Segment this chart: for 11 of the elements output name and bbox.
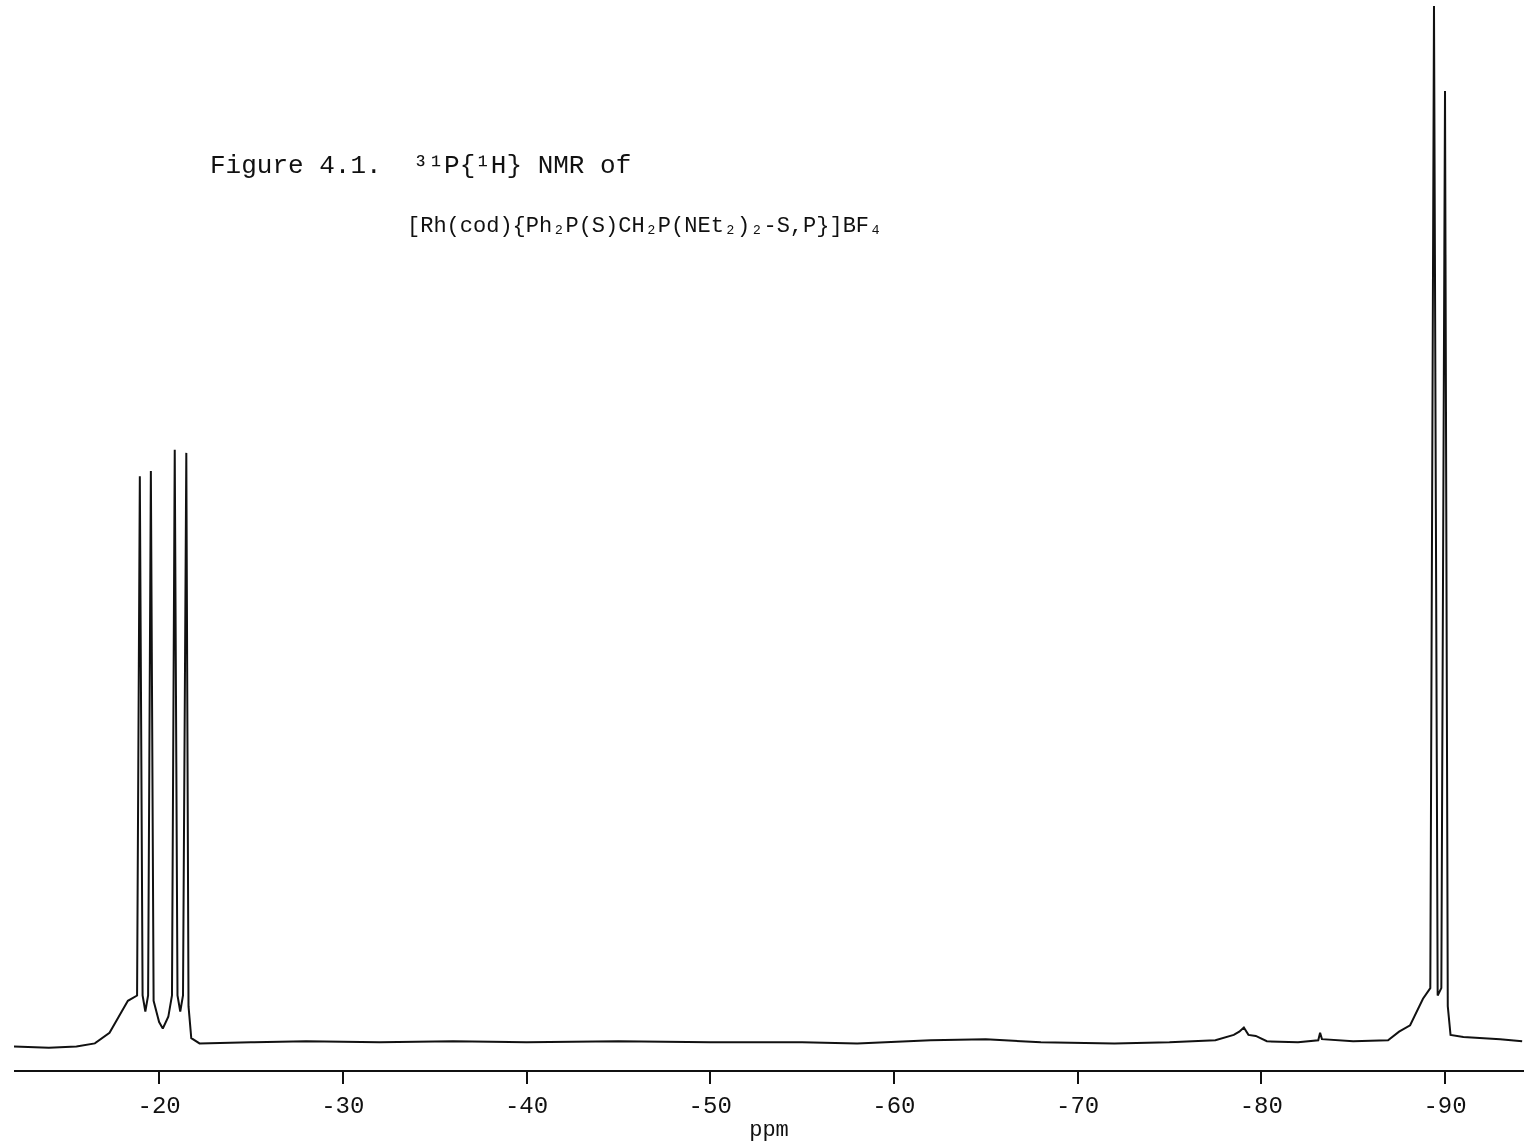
x-tick-label: -20 [137,1092,181,1120]
x-tick-label: -60 [872,1092,916,1120]
x-tick-label: -40 [504,1092,549,1120]
text: Figure 4.1. ³¹P{¹H} NMR of [210,151,632,182]
x-tick-label: -80 [1239,1092,1283,1120]
text: [Rh(cod){Ph₂P(S)CH₂P(NEt₂)₂-S,P}]BF₄ [407,214,883,239]
x-tick-label: -90 [1423,1092,1467,1120]
x-axis-title: ppm [749,1118,789,1144]
x-tick-label: -30 [321,1092,365,1120]
x-tick-label: -70 [1056,1092,1100,1120]
x-tick-label: -50 [688,1092,732,1120]
